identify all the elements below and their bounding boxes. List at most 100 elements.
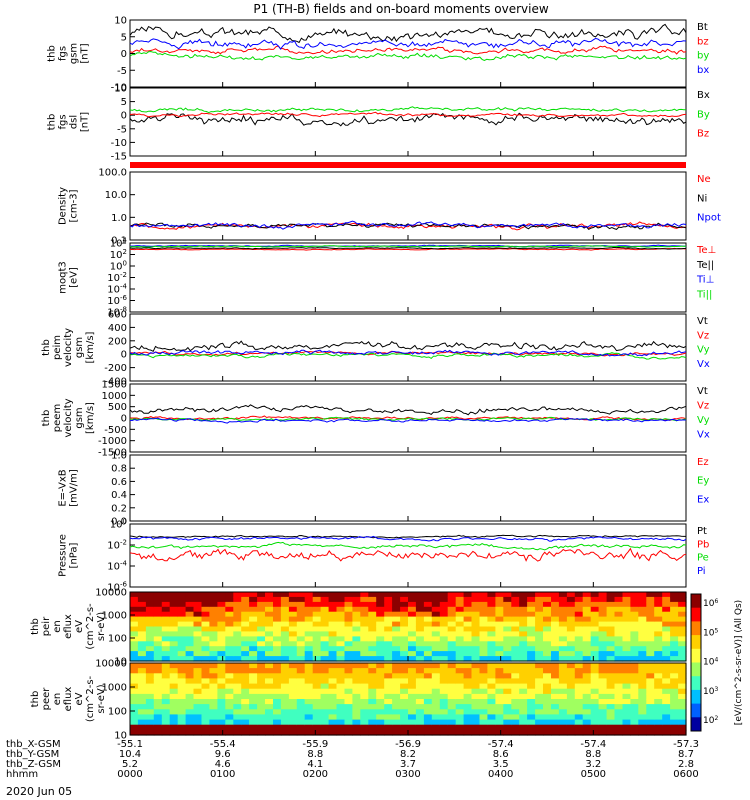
heatmap-cell	[201, 724, 210, 731]
heatmap-cell	[137, 606, 147, 613]
y-axis-label: (cm^2-s-	[85, 603, 96, 650]
heatmap-cell	[455, 592, 465, 598]
heatmap-cell	[638, 621, 647, 628]
heatmap-cell	[384, 688, 393, 695]
heatmap-cell	[257, 601, 266, 608]
heatmap-cell	[558, 678, 568, 685]
heatmap-cell	[511, 601, 520, 608]
y-tick-label: 1.0	[111, 213, 127, 224]
y-axis-label: dsl	[69, 115, 80, 129]
series-Npot-line	[129, 220, 687, 230]
heatmap-cell	[153, 688, 163, 695]
heatmap-cell	[153, 631, 163, 637]
y-axis-label: en	[52, 693, 63, 706]
heatmap-cell	[527, 606, 536, 613]
heatmap-cell	[606, 646, 616, 652]
heatmap-cell	[582, 693, 592, 700]
heatmap-cell	[662, 611, 671, 618]
heatmap-cell	[678, 683, 687, 690]
heatmap-cell	[582, 606, 592, 613]
heatmap-cell	[257, 656, 266, 662]
y-tick-label: -5	[117, 66, 127, 77]
heatmap-cell	[400, 601, 409, 608]
heatmap-cell	[344, 709, 353, 715]
heatmap-cell	[384, 714, 393, 721]
heatmap-cell	[288, 596, 298, 603]
heatmap-cell	[423, 656, 433, 662]
heatmap-cell	[296, 641, 306, 647]
heatmap-cell	[614, 668, 623, 674]
heatmap-cell	[551, 699, 560, 705]
heatmap-cell	[622, 714, 631, 721]
heatmap-cell	[304, 719, 314, 726]
heatmap-cell	[352, 719, 361, 726]
heatmap-cell	[185, 651, 195, 657]
colorbar-segment	[691, 635, 701, 650]
heatmap-cell	[376, 663, 385, 669]
heatmap-cell	[558, 656, 568, 662]
legend-Vt: Vt	[697, 316, 708, 327]
heatmap-cell	[249, 646, 258, 652]
ephemeris-value: -55.4	[210, 739, 236, 750]
heatmap-cell	[257, 626, 266, 632]
heatmap-cell	[153, 606, 163, 613]
heatmap-cell	[646, 651, 655, 657]
heatmap-cell	[423, 668, 433, 674]
heatmap-cell	[265, 592, 274, 598]
heatmap-cell	[630, 631, 639, 637]
heatmap-cell	[487, 596, 496, 603]
heatmap-cell	[145, 704, 155, 710]
heatmap-cell	[201, 596, 210, 603]
heatmap-cell	[273, 641, 282, 647]
heatmap-cell	[328, 699, 338, 705]
heatmap-cell	[598, 596, 608, 603]
heatmap-cell	[558, 663, 568, 669]
heatmap-cell	[225, 616, 234, 623]
heatmap-cell	[185, 656, 195, 662]
heatmap-cell	[503, 641, 512, 647]
colorbar-segment	[691, 621, 701, 636]
heatmap-cell	[130, 626, 139, 632]
heatmap-cell	[566, 616, 576, 623]
heatmap-cell	[527, 724, 536, 731]
heatmap-cell	[368, 616, 377, 623]
heatmap-cell	[193, 592, 202, 598]
heatmap-cell	[320, 641, 330, 647]
heatmap-cell	[638, 668, 647, 674]
legend-Ne: Ne	[697, 174, 711, 185]
panel-frame	[129, 171, 687, 241]
heatmap-cell	[265, 729, 274, 736]
series-Vz-line	[129, 350, 687, 357]
heatmap-cell	[296, 693, 306, 700]
heatmap-cell	[551, 601, 560, 608]
heatmap-cell	[423, 678, 433, 685]
heatmap-cell	[447, 663, 457, 669]
heatmap-cell	[137, 651, 147, 657]
heatmap-cell	[217, 626, 226, 632]
heatmap-cell	[678, 601, 687, 608]
heatmap-cell	[241, 611, 250, 618]
heatmap-cell	[233, 704, 242, 710]
heatmap-cell	[439, 631, 449, 637]
heatmap-cell	[582, 719, 592, 726]
heatmap-cell	[566, 651, 576, 657]
heatmap-cell	[169, 636, 179, 642]
heatmap-cell	[257, 719, 266, 726]
heatmap-cell	[352, 714, 361, 721]
heatmap-cell	[280, 592, 290, 598]
heatmap-cell	[479, 729, 488, 736]
heatmap-cell	[495, 709, 504, 715]
heatmap-cell	[662, 631, 671, 637]
heatmap-cell	[312, 668, 322, 674]
heatmap-cell	[328, 636, 338, 642]
heatmap-cell	[185, 646, 195, 652]
heatmap-cell	[384, 601, 393, 608]
heatmap-cell	[638, 729, 647, 736]
heatmap-cell	[328, 668, 338, 674]
heatmap-cell	[145, 719, 155, 726]
heatmap-cell	[558, 699, 568, 705]
heatmap-cell	[439, 611, 449, 618]
heatmap-cell	[201, 693, 210, 700]
heatmap-cell	[169, 709, 179, 715]
heatmap-cell	[265, 656, 274, 662]
